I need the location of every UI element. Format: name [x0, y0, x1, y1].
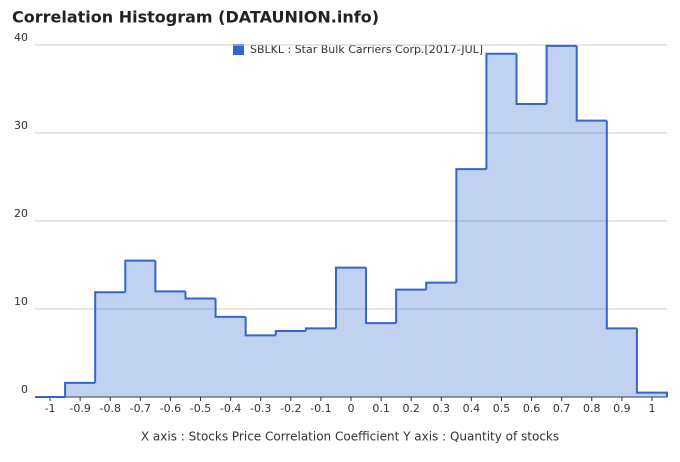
histogram-step — [154, 260, 186, 293]
histogram-bar — [636, 392, 667, 397]
histogram-step — [94, 291, 126, 383]
x-tick-label: -0.8 — [100, 402, 121, 415]
x-tick-label: 0.6 — [523, 402, 541, 415]
histogram-bar — [245, 335, 276, 397]
histogram-step — [244, 316, 276, 337]
histogram-bar — [155, 291, 186, 397]
histogram-step — [635, 328, 668, 397]
x-tick-label: 0 — [348, 402, 355, 415]
histogram-bar — [335, 267, 367, 397]
histogram-step — [605, 120, 637, 330]
histogram-step — [395, 288, 427, 324]
x-tick-label: 0.7 — [553, 402, 571, 415]
histogram-bar — [275, 331, 306, 397]
histogram-step — [545, 44, 577, 104]
x-tick-label: -0.3 — [250, 402, 271, 415]
histogram-bar — [396, 289, 427, 397]
legend-label: SBLKL : Star Bulk Carriers Corp.[2017-JU… — [250, 43, 483, 56]
x-tick-label: -1 — [45, 402, 56, 415]
histogram-step — [365, 267, 397, 325]
histogram-bar — [185, 298, 216, 397]
histogram-bar — [426, 282, 457, 397]
x-tick-label: 0.4 — [463, 402, 481, 415]
x-tick-label: 0.8 — [583, 402, 601, 415]
x-tick-label: -0.5 — [190, 402, 211, 415]
x-tick-label: -0.9 — [69, 402, 90, 415]
y-tick-label: 0 — [21, 383, 28, 396]
histogram-bar — [215, 316, 246, 397]
histogram-bar — [456, 169, 487, 397]
y-tick-label: 10 — [14, 295, 28, 308]
histogram-step — [304, 327, 336, 331]
histogram-bar — [95, 292, 126, 397]
x-tick-label: 1 — [648, 402, 655, 415]
x-tick-label: -0.6 — [160, 402, 181, 415]
histogram-step — [334, 266, 367, 329]
x-tick-label: -0.1 — [310, 402, 331, 415]
histogram-step — [124, 259, 156, 293]
x-tick-label: 0.3 — [433, 402, 451, 415]
histogram-step — [515, 53, 547, 105]
y-tick-label: 20 — [14, 207, 28, 220]
histogram-bar — [125, 260, 156, 397]
histogram-bar — [606, 328, 637, 397]
y-tick-label: 40 — [14, 31, 28, 44]
x-axis-title: X axis : Stocks Price Correlation Coeffi… — [141, 430, 559, 444]
histogram-bar — [516, 103, 547, 398]
histogram-step — [184, 291, 216, 300]
x-tick-label: 0.5 — [493, 402, 511, 415]
histogram-step — [64, 381, 96, 397]
histogram-step — [485, 52, 517, 170]
histogram-bar — [305, 328, 336, 397]
histogram-bar — [366, 323, 397, 397]
histogram-bar — [576, 120, 607, 398]
histogram-step — [425, 281, 457, 290]
legend-swatch — [233, 44, 244, 55]
x-tick-label: -0.4 — [220, 402, 241, 415]
x-tick-label: -0.2 — [280, 402, 301, 415]
x-tick-label: 0.1 — [372, 402, 390, 415]
x-tick-label: -0.7 — [130, 402, 151, 415]
chart-title: Correlation Histogram (DATAUNION.info) — [12, 8, 379, 27]
histogram-step — [274, 330, 306, 336]
histogram-bar — [546, 45, 577, 397]
x-tick-label: 0.9 — [613, 402, 631, 415]
x-tick-label: 0.2 — [402, 402, 420, 415]
histogram-step — [214, 298, 246, 318]
histogram-step — [575, 45, 607, 122]
histogram-step — [455, 168, 487, 283]
y-tick-label: 30 — [14, 119, 28, 132]
histogram-bar — [486, 53, 517, 398]
histogram-bar — [65, 382, 96, 397]
